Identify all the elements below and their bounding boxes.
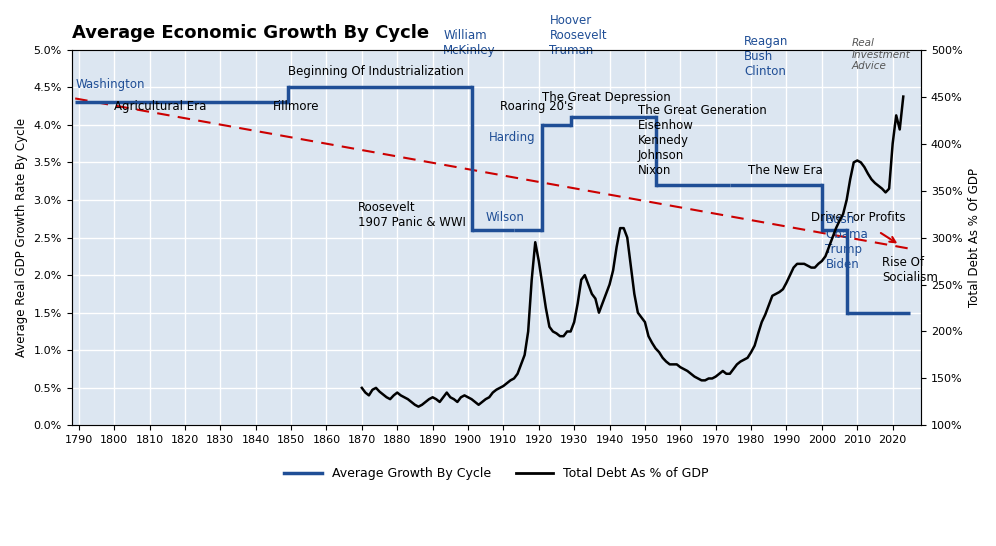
- Text: Wilson: Wilson: [486, 211, 525, 224]
- Text: Agricultural Era: Agricultural Era: [115, 100, 206, 114]
- Text: Drive For Profits: Drive For Profits: [812, 211, 906, 224]
- Text: Average Economic Growth By Cycle: Average Economic Growth By Cycle: [72, 25, 428, 43]
- Text: Hoover
Roosevelt
Truman: Hoover Roosevelt Truman: [550, 14, 607, 57]
- Text: Beginning Of Industrialization: Beginning Of Industrialization: [288, 65, 463, 78]
- Y-axis label: Average Real GDP Growth Rate By Cycle: Average Real GDP Growth Rate By Cycle: [15, 118, 28, 357]
- Text: The Great Generation
Eisenhow
Kennedy
Johnson
Nixon: The Great Generation Eisenhow Kennedy Jo…: [637, 104, 767, 177]
- Text: Bush
Obama
Trump
Biden: Bush Obama Trump Biden: [826, 213, 869, 271]
- Text: Reagan
Bush
Clinton: Reagan Bush Clinton: [744, 35, 789, 78]
- Legend: Average Growth By Cycle, Total Debt As % of GDP: Average Growth By Cycle, Total Debt As %…: [279, 462, 713, 485]
- Text: Real
Investment
Advice: Real Investment Advice: [852, 38, 910, 72]
- Text: Washington: Washington: [75, 78, 144, 91]
- Text: Rise Of
Socialism: Rise Of Socialism: [882, 256, 938, 284]
- Text: William
McKinley: William McKinley: [443, 29, 496, 57]
- Text: Fillmore: Fillmore: [273, 100, 320, 114]
- Text: The Great Depression: The Great Depression: [542, 91, 671, 104]
- Text: Roaring 20's: Roaring 20's: [500, 100, 574, 114]
- Text: The New Era: The New Era: [748, 164, 823, 177]
- Text: Harding: Harding: [489, 130, 536, 144]
- Text: Roosevelt
1907 Panic & WWI: Roosevelt 1907 Panic & WWI: [359, 200, 466, 229]
- Y-axis label: Total Debt As % Of GDP: Total Debt As % Of GDP: [968, 168, 981, 307]
